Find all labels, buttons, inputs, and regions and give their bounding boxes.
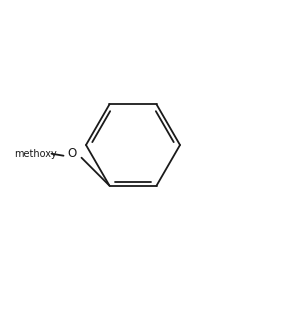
Text: O: O [67,147,76,160]
Text: methoxy: methoxy [14,149,57,159]
